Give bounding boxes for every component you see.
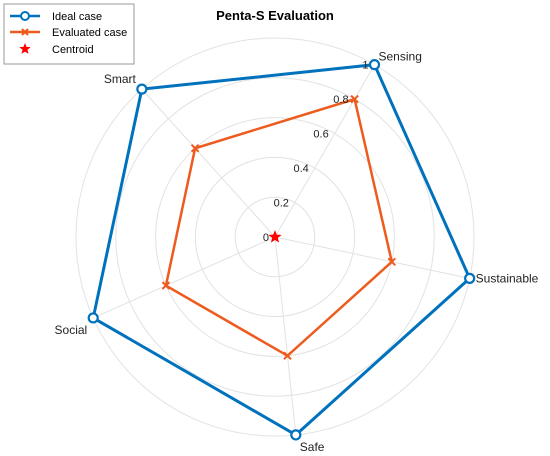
r-tick-label: 0.6: [313, 129, 328, 141]
grid-circle: [75, 37, 475, 437]
grid-circle: [115, 77, 435, 397]
r-tick-label: 0.2: [274, 198, 289, 210]
grid-circle: [234, 196, 316, 278]
legend-centroid-label: Centroid: [52, 44, 94, 56]
series-line: [91, 63, 472, 437]
category-label: Sustainable: [476, 271, 539, 285]
data-point: [190, 144, 200, 153]
data-point: [161, 281, 171, 290]
r-tick-label: 1: [362, 60, 368, 72]
category-label: Social: [55, 323, 88, 337]
legend-evaluated-label: Evaluated case: [52, 27, 127, 39]
r-tick-label: 0.8: [333, 94, 348, 106]
series-line: [164, 97, 394, 358]
category-label: Sensing: [379, 50, 422, 64]
category-label: Smart: [104, 72, 137, 86]
series-layer: [87, 59, 476, 441]
grid-spoke: [141, 88, 276, 238]
series-0: [87, 59, 476, 441]
grid-spoke: [93, 236, 276, 319]
data-point: [283, 351, 292, 360]
data-point: [87, 312, 99, 324]
legend: Ideal case Evaluated case Centroid: [3, 3, 135, 65]
legend-ideal-label: Ideal case: [52, 11, 102, 23]
grid-circle: [194, 156, 356, 318]
data-point: [136, 83, 148, 95]
grid-circle: [155, 117, 395, 357]
legend-evaluated-marker: [21, 28, 29, 36]
legend-ideal-marker: [20, 11, 30, 21]
centroid-point: [268, 230, 282, 243]
series-1: [161, 94, 396, 360]
category-label: Safe: [300, 440, 325, 454]
data-point: [464, 272, 476, 284]
polar-grid: [75, 37, 475, 437]
axis-labels: Sensing Sustainable Safe Social Smart: [55, 50, 539, 454]
data-point: [368, 59, 381, 71]
data-point: [387, 257, 396, 267]
grid-spoke: [274, 236, 297, 435]
legend-centroid-marker: [19, 43, 31, 54]
r-tick-label: 0: [263, 232, 269, 244]
data-point: [290, 429, 302, 441]
data-point: [350, 94, 359, 104]
grid-spoke: [274, 236, 470, 279]
radial-ticks: 0 0.2 0.4 0.6 0.8 1: [263, 60, 369, 244]
chart-title: Penta-S Evaluation: [216, 8, 334, 23]
r-tick-label: 0.4: [294, 163, 309, 175]
grid-spoke: [274, 64, 375, 238]
